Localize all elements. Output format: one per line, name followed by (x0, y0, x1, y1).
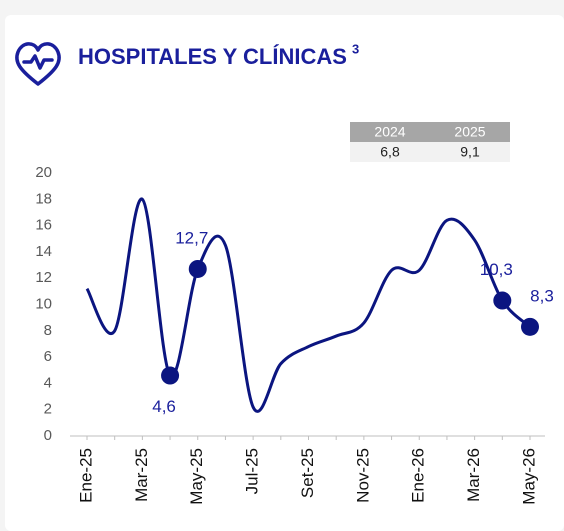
point (161, 366, 180, 385)
point (493, 291, 512, 310)
data-label: 8,3 (530, 286, 554, 305)
summary-header: 2024 (374, 124, 405, 140)
x-tick-label: Ene-26 (409, 448, 428, 503)
y-tick-label: 6 (44, 348, 52, 365)
y-tick-label: 12 (35, 269, 52, 286)
x-tick-label: May-26 (519, 448, 538, 505)
point (521, 317, 539, 336)
point (188, 259, 207, 278)
x-tick-label: Set-25 (298, 448, 317, 498)
x-tick-label: Mar-25 (132, 448, 151, 502)
y-tick-label: 0 (44, 427, 52, 444)
data-label: 10,3 (480, 260, 513, 279)
heart-icon (15, 42, 61, 86)
x-tick-label: Mar-26 (464, 448, 483, 502)
y-tick-label: 18 (35, 190, 52, 207)
summary-row-bg (350, 142, 510, 162)
summary-header-bg (350, 122, 510, 142)
y-tick-label: 8 (44, 322, 52, 339)
summary-value: 6,8 (380, 144, 400, 160)
x-tick-label: Nov-25 (353, 448, 372, 503)
summary-header: 2025 (454, 124, 485, 140)
y-tick-label: 14 (35, 243, 52, 260)
y-tick-label: 2 (44, 401, 52, 418)
data-label: 12,7 (175, 228, 208, 247)
y-tick-label: 20 (35, 164, 52, 181)
x-tick-label: Jul-25 (243, 448, 262, 494)
y-tick-label: 16 (35, 217, 52, 234)
x-tick-label: Ene-25 (76, 448, 95, 503)
summary-value: 9,1 (460, 144, 480, 160)
chart-title: HOSPITALES Y CLÍNICAS (78, 44, 347, 69)
y-tick-label: 10 (35, 295, 52, 312)
title-note: 3 (352, 41, 359, 56)
y-tick-label: 4 (44, 374, 52, 391)
line (85, 197, 532, 413)
x-tick-label: May-25 (187, 448, 206, 505)
data-label: 4,6 (152, 397, 176, 416)
